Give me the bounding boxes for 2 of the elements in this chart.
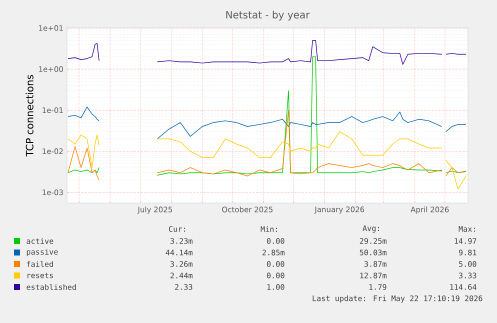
y-axis-title: TCP connections	[26, 74, 34, 157]
chart-title: Netstat - by year	[226, 10, 310, 20]
